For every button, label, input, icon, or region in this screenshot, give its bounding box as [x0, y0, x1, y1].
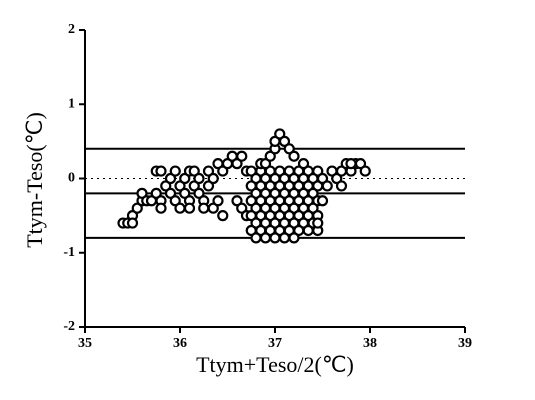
x-tick-label: 36 [173, 336, 187, 351]
x-tick-label: 38 [363, 336, 377, 351]
point [359, 165, 371, 177]
point [126, 217, 139, 229]
point [288, 150, 300, 162]
x-tick-label: 37 [268, 336, 282, 351]
point [193, 172, 205, 185]
y-tick-label: 2 [68, 22, 75, 37]
y-tick-label: 0 [68, 171, 75, 186]
point [269, 232, 281, 244]
point [288, 232, 300, 244]
point [212, 195, 224, 207]
point [345, 158, 357, 170]
y-tick-label: -2 [63, 319, 75, 334]
point [217, 210, 229, 222]
point [174, 202, 186, 214]
point [250, 232, 262, 244]
point [335, 180, 348, 192]
point [297, 158, 310, 170]
point [302, 224, 314, 237]
point [312, 217, 324, 229]
y-tick-label: -1 [63, 245, 75, 260]
point [316, 195, 329, 207]
point [207, 172, 219, 185]
x-tick-label: 35 [78, 336, 92, 351]
x-tick-label: 39 [458, 336, 472, 351]
point [259, 232, 272, 244]
point [169, 165, 181, 177]
point [278, 232, 291, 244]
x-axis-label: Ttym+Teso/2(℃) [196, 352, 354, 377]
point [155, 202, 167, 214]
y-tick-label: 1 [68, 96, 75, 111]
point [155, 165, 167, 177]
point [198, 202, 210, 214]
point [321, 180, 333, 192]
point [183, 202, 196, 214]
y-axis-label: Ttym-Teso(℃) [22, 112, 47, 248]
point [236, 150, 248, 162]
